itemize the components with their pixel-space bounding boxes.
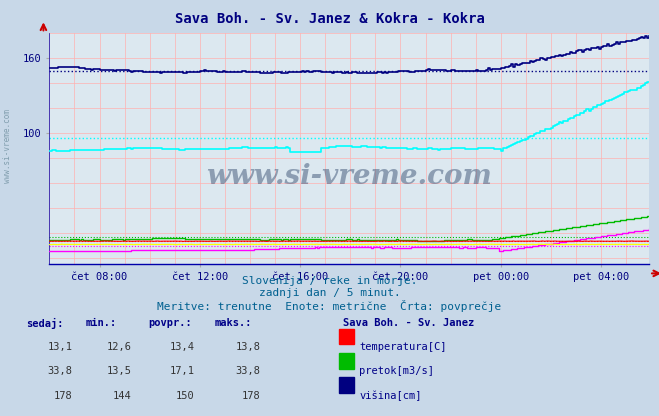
Text: 13,4: 13,4: [169, 342, 194, 352]
Text: 178: 178: [242, 391, 260, 401]
Text: 13,1: 13,1: [47, 342, 72, 352]
Text: 12,6: 12,6: [107, 342, 132, 352]
Text: 33,8: 33,8: [47, 366, 72, 376]
Text: povpr.:: povpr.:: [148, 318, 192, 328]
Text: Sava Boh. - Sv. Janez: Sava Boh. - Sv. Janez: [343, 318, 474, 328]
Text: temperatura[C]: temperatura[C]: [359, 342, 447, 352]
Text: maks.:: maks.:: [214, 318, 252, 328]
Text: Slovenija / reke in morje.: Slovenija / reke in morje.: [242, 276, 417, 286]
Text: 33,8: 33,8: [235, 366, 260, 376]
Text: 150: 150: [176, 391, 194, 401]
Text: www.si-vreme.com: www.si-vreme.com: [3, 109, 13, 183]
Text: pretok[m3/s]: pretok[m3/s]: [359, 366, 434, 376]
Text: www.si-vreme.com: www.si-vreme.com: [206, 163, 492, 190]
Text: 17,1: 17,1: [169, 366, 194, 376]
Text: Meritve: trenutne  Enote: metrične  Črta: povprečje: Meritve: trenutne Enote: metrične Črta: …: [158, 300, 501, 312]
Text: 178: 178: [54, 391, 72, 401]
Text: min.:: min.:: [86, 318, 117, 328]
Text: zadnji dan / 5 minut.: zadnji dan / 5 minut.: [258, 288, 401, 298]
Text: 13,8: 13,8: [235, 342, 260, 352]
Text: sedaj:: sedaj:: [26, 318, 64, 329]
Text: 13,5: 13,5: [107, 366, 132, 376]
Text: 144: 144: [113, 391, 132, 401]
Text: višina[cm]: višina[cm]: [359, 391, 422, 401]
Text: Sava Boh. - Sv. Janez & Kokra - Kokra: Sava Boh. - Sv. Janez & Kokra - Kokra: [175, 12, 484, 26]
